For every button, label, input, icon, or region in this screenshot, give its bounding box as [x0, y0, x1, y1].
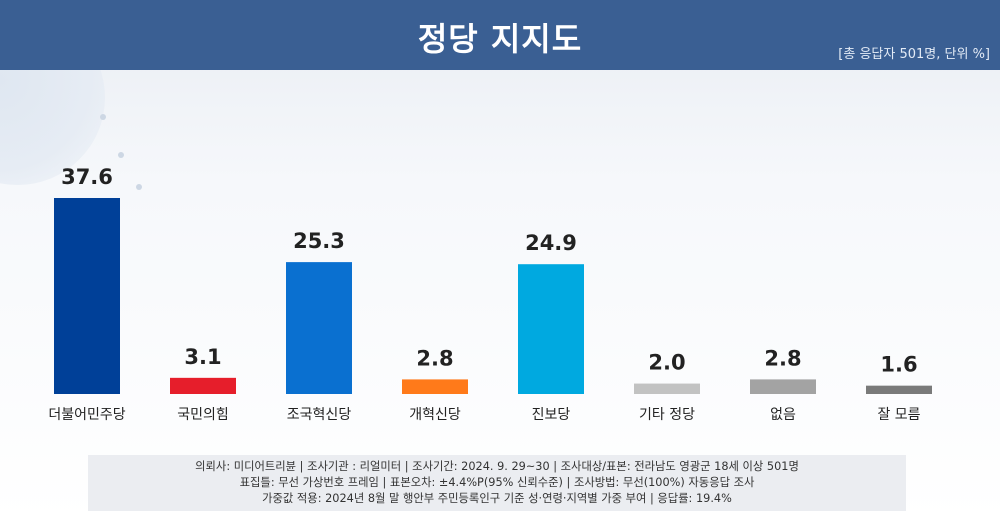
decorative-dot: [100, 114, 106, 120]
category-label-none: 없음: [770, 407, 796, 423]
category-label-progressive: 진보당: [532, 407, 571, 423]
category-label-rebuilding-korea: 조국혁신당: [287, 407, 352, 423]
unit-note: [총 응답자 501명, 단위 %]: [838, 47, 990, 62]
survey-info-box: 의뢰사: 미디어트리뷴 | 조사기관 : 리얼미터 | 조사기간: 2024. …: [88, 455, 906, 511]
decorative-dot: [136, 184, 142, 190]
bar-ppp: [170, 377, 236, 394]
value-label-democratic: 37.6: [61, 165, 113, 189]
value-label-rebuilding-korea: 25.3: [293, 229, 345, 253]
value-label-progressive: 24.9: [525, 231, 577, 255]
category-label-ppp: 국민의힘: [177, 407, 229, 423]
chart-title: 정당 지지도: [417, 20, 583, 58]
category-label-reform: 개혁신당: [409, 407, 461, 423]
value-label-ppp: 3.1: [184, 345, 221, 369]
bar-rebuilding-korea: [286, 262, 352, 394]
value-label-reform: 2.8: [416, 346, 453, 370]
decorative-dot: [118, 152, 124, 158]
survey-info-line-1: 의뢰사: 미디어트리뷴 | 조사기관 : 리얼미터 | 조사기간: 2024. …: [195, 460, 799, 473]
survey-info-line-2: 표집틀: 무선 가상번호 프레임 | 표본오차: ±4.4%P(95% 신뢰수준…: [239, 476, 755, 489]
bar-progressive: [518, 264, 584, 394]
category-label-dont-know: 잘 모름: [877, 407, 920, 423]
header-bar: 정당 지지도 [총 응답자 501명, 단위 %]: [0, 0, 1000, 70]
bar-dont-know: [866, 385, 932, 394]
category-label-democratic: 더불어민주당: [48, 407, 125, 423]
bar-reform: [402, 379, 468, 394]
value-label-other-parties: 2.0: [648, 351, 685, 375]
value-label-none: 2.8: [764, 346, 801, 370]
survey-info-line-3: 가중값 적용: 2024년 8월 말 행안부 주민등록인구 기준 성·연령·지역…: [262, 492, 732, 505]
bar-other-parties: [634, 383, 700, 394]
bar-chart: 37.6 더불어민주당 3.1 국민의힘 25.3 조국혁신당 2.8 개혁신당 24.9 진보당…: [48, 165, 932, 423]
bar-democratic: [54, 198, 120, 394]
bar-none: [750, 379, 816, 394]
value-label-dont-know: 1.6: [880, 353, 917, 377]
category-label-other-parties: 기타 정당: [639, 407, 695, 423]
